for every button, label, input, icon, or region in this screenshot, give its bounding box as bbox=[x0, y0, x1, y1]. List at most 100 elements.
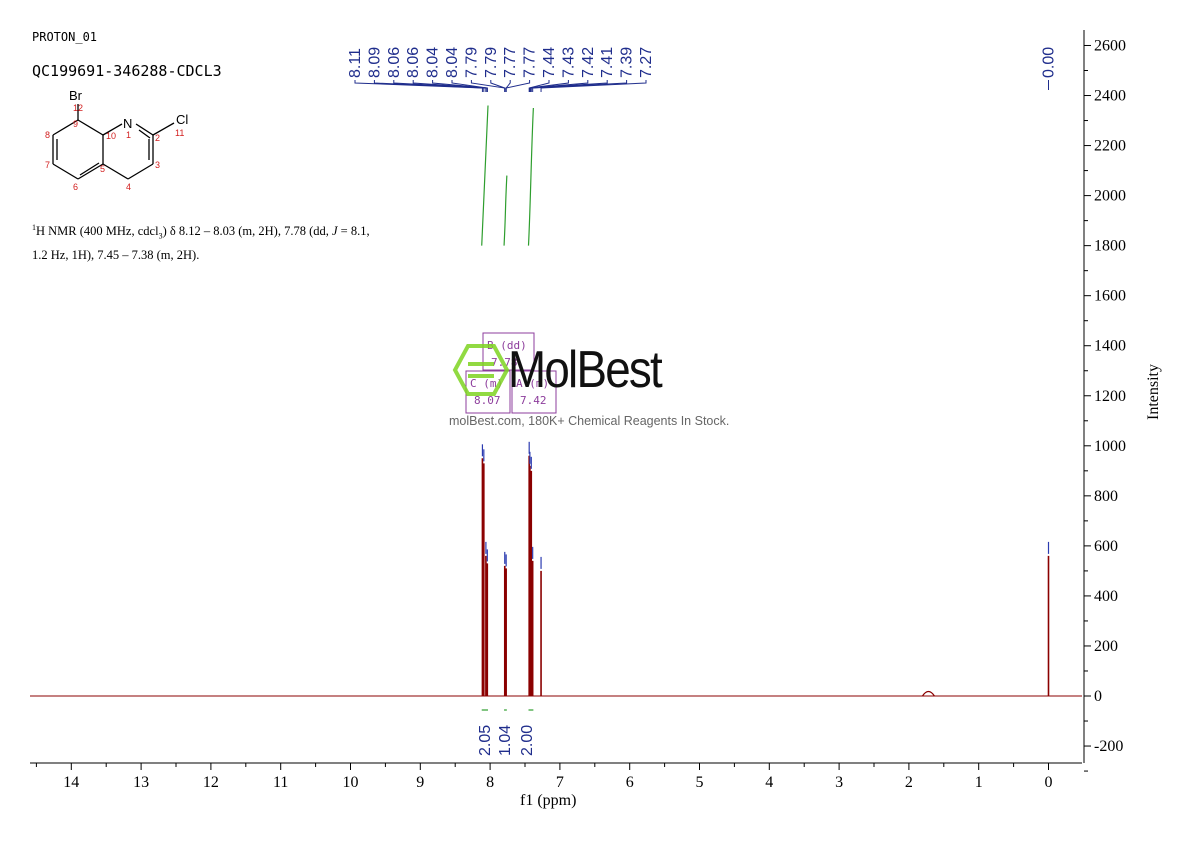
peak-shift-label: 7.41 bbox=[599, 47, 616, 78]
y-tick-label: 2200 bbox=[1094, 138, 1126, 155]
peak-connector bbox=[412, 80, 487, 92]
watermark-tagline: molBest.com, 180K+ Chemical Reagents In … bbox=[449, 414, 730, 428]
y-tick-label: 1400 bbox=[1094, 338, 1126, 355]
peak-connector bbox=[530, 80, 589, 92]
peak-shift-label: 8.04 bbox=[425, 47, 442, 78]
peak-shift-label: 7.42 bbox=[580, 47, 597, 78]
y-tick-label: 1800 bbox=[1094, 238, 1126, 255]
peak-connector bbox=[490, 80, 506, 92]
atom-n: N bbox=[123, 116, 132, 131]
peak-shift-label: 7.44 bbox=[541, 47, 558, 78]
nmr-subscript: 3 bbox=[158, 231, 163, 241]
atom-number: 7 bbox=[45, 160, 50, 170]
x-tick-label: 0 bbox=[1045, 774, 1053, 791]
peak-shift-label: 8.06 bbox=[386, 47, 403, 78]
x-tick-label: 11 bbox=[273, 774, 288, 791]
y-tick-label: 800 bbox=[1094, 488, 1118, 505]
molecule-structure: Br N Cl 12 9 8 10 1 2 11 7 5 3 6 4 bbox=[45, 88, 188, 192]
y-tick-label: 2400 bbox=[1094, 88, 1126, 105]
x-tick-label: 1 bbox=[975, 774, 983, 791]
tms-shift-label: 0.00 bbox=[1041, 47, 1058, 78]
integral-curve bbox=[527, 108, 534, 246]
peak-connector bbox=[451, 80, 488, 92]
atom-number: 8 bbox=[45, 130, 50, 140]
atom-number: 9 bbox=[73, 119, 78, 129]
x-tick-label: 8 bbox=[486, 774, 494, 791]
integral-value-label: 2.00 bbox=[519, 725, 536, 756]
coupling-symbol: J bbox=[331, 224, 338, 239]
x-tick-label: 5 bbox=[696, 774, 704, 791]
peak-connector bbox=[505, 80, 511, 92]
peak-shift-label: 8.09 bbox=[366, 47, 383, 78]
y-tick-label: 1000 bbox=[1094, 438, 1126, 455]
atom-number: 11 bbox=[175, 128, 184, 138]
x-tick-label: 9 bbox=[416, 774, 424, 791]
multiplet-type-label: A (m) bbox=[516, 377, 549, 390]
watermark-brand: MolBest bbox=[508, 341, 663, 399]
x-tick-label: 14 bbox=[63, 774, 79, 791]
spectrum-peak bbox=[921, 690, 935, 697]
atom-number: 5 bbox=[100, 164, 105, 174]
y-tick-label: 600 bbox=[1094, 538, 1118, 555]
x-tick-label: 10 bbox=[343, 774, 359, 791]
x-tick-label: 13 bbox=[133, 774, 149, 791]
spectrum-group bbox=[30, 441, 1082, 697]
peak-shift-label: 7.77 bbox=[522, 47, 539, 78]
multiplet-box bbox=[511, 370, 557, 414]
y-tick-label: 0 bbox=[1094, 688, 1102, 705]
peak-shift-label: 7.79 bbox=[463, 47, 480, 78]
axes-group: 14 13 12 11 10 9 8 7 6 5 4 3 2 1 026002400220020001800… bbox=[30, 30, 1126, 791]
sample-id: QC199691-346288-CDCL3 bbox=[32, 62, 222, 80]
multiplet-type-label: C (m) bbox=[470, 377, 503, 390]
peak-shift-label: 7.77 bbox=[502, 47, 519, 78]
peak-labels-group: 8.11 8.09 8.06 8.06 8.04 8.04 7.79 7.79 7.77 7.77… bbox=[347, 47, 1058, 92]
peak-connector bbox=[530, 80, 608, 92]
nmr-text-part: H NMR (400 MHz, cdcl bbox=[36, 224, 159, 239]
peak-connector bbox=[505, 80, 531, 92]
y-axis-title: Intensity bbox=[1145, 364, 1162, 420]
x-tick-label: 2 bbox=[905, 774, 913, 791]
y-tick-label: 400 bbox=[1094, 588, 1118, 605]
x-tick-label: 12 bbox=[203, 774, 219, 791]
nmr-text-part: ) δ 8.12 – 8.03 (m, 2H), 7.78 (dd, bbox=[162, 224, 332, 239]
atom-cl: Cl bbox=[176, 112, 188, 127]
atom-number: 6 bbox=[73, 182, 78, 192]
peak-connector bbox=[373, 80, 485, 92]
multiplet-shift-label: 8.07 bbox=[474, 394, 501, 407]
peak-shift-label: 7.39 bbox=[619, 47, 636, 78]
x-tick-label: 6 bbox=[626, 774, 634, 791]
peak-shift-label: 8.04 bbox=[444, 47, 461, 78]
nmr-superscript: 1 bbox=[32, 223, 36, 232]
y-tick-label: 1200 bbox=[1094, 388, 1126, 405]
experiment-name: PROTON_01 bbox=[32, 30, 98, 44]
x-tick-label: 4 bbox=[765, 774, 773, 791]
y-tick-label: 2000 bbox=[1094, 188, 1126, 205]
nmr-description-line2: 1.2 Hz, 1H), 7.45 – 7.38 (m, 2H). bbox=[32, 247, 200, 262]
atom-number: 10 bbox=[106, 131, 116, 141]
x-tick-label: 3 bbox=[835, 774, 843, 791]
peak-connector bbox=[528, 80, 550, 92]
nmr-text-part: = 8.1, bbox=[337, 224, 370, 239]
integral-curve bbox=[503, 175, 508, 246]
peak-shift-label: 8.06 bbox=[405, 47, 422, 78]
integral-value-label: 2.05 bbox=[477, 725, 494, 756]
atom-number: 3 bbox=[155, 160, 160, 170]
y-tick-label: 200 bbox=[1094, 638, 1118, 655]
atom-number: 4 bbox=[126, 182, 131, 192]
watermark-logo bbox=[452, 344, 510, 396]
peak-shift-label: 8.11 bbox=[347, 48, 364, 78]
multiplet-shift-label: 7.42 bbox=[520, 394, 547, 407]
y-tick-label: 2600 bbox=[1094, 37, 1126, 54]
integral-curve bbox=[481, 105, 489, 246]
nmr-description-line1: 1H NMR (400 MHz, cdcl3) δ 8.12 – 8.03 (m… bbox=[32, 219, 370, 246]
atom-number: 1 bbox=[126, 130, 131, 140]
y-tick-label: 1600 bbox=[1094, 288, 1126, 305]
atom-br: Br bbox=[69, 88, 83, 103]
y-tick-label: -200 bbox=[1094, 738, 1123, 755]
peak-shift-label: 7.27 bbox=[638, 47, 655, 78]
peak-connector bbox=[540, 80, 647, 92]
peak-shift-label: 7.79 bbox=[483, 47, 500, 78]
hexagon-logo-icon bbox=[452, 344, 510, 396]
integral-curves-group bbox=[481, 105, 534, 246]
